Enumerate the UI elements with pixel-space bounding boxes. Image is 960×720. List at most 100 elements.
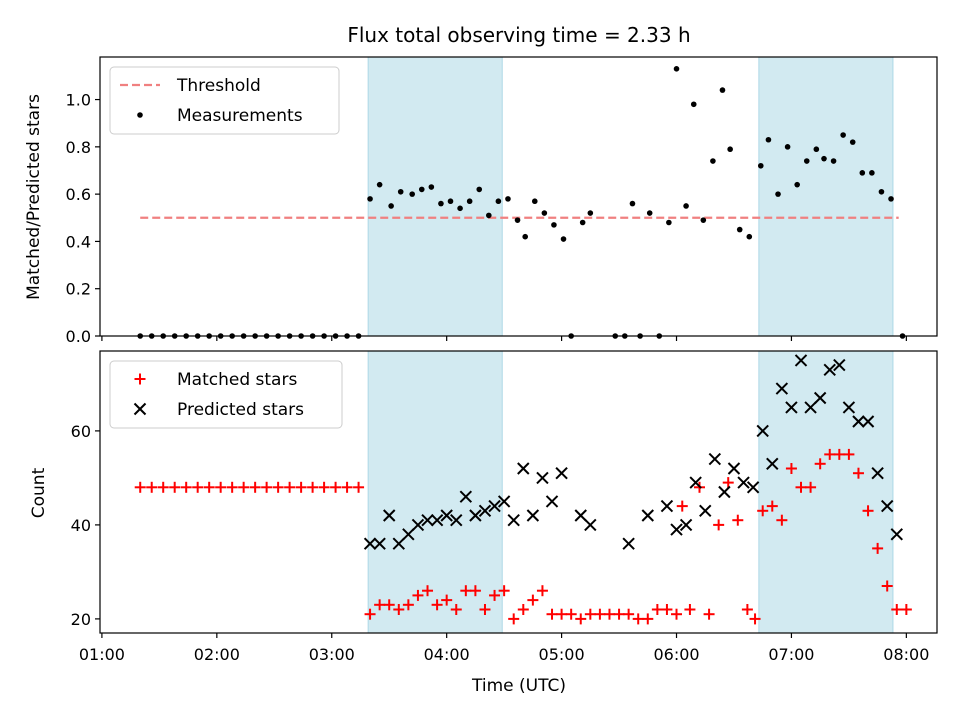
predicted-star-point	[708, 452, 722, 466]
legend-label: Predicted stars	[177, 400, 304, 420]
measurement-point	[888, 196, 894, 202]
predicted-star-point	[507, 513, 520, 527]
matched-star-point	[565, 608, 577, 620]
measurement-point	[666, 219, 672, 226]
matched-star-point	[341, 481, 353, 493]
measurement-point	[784, 144, 791, 150]
measurement-point	[727, 146, 733, 153]
highlight-span-1	[368, 351, 503, 633]
matched-star-point	[402, 599, 414, 611]
matched-star-point	[785, 463, 797, 474]
predicted-star-point	[842, 401, 856, 414]
matched-star-point	[556, 608, 568, 620]
predicted-star-point	[584, 518, 597, 532]
x-tick-label: 07:00	[768, 645, 814, 664]
matched-star-point	[632, 613, 644, 625]
measurement-point	[629, 200, 636, 207]
y-tick-label: 0.8	[66, 138, 91, 157]
matched-star-point	[814, 458, 826, 470]
measurement-point	[690, 101, 697, 108]
predicted-star-point	[823, 363, 836, 377]
measurement-point	[376, 181, 383, 188]
matched-star-point	[584, 608, 596, 620]
matched-star-point	[642, 613, 654, 625]
predicted-star-point	[871, 466, 884, 480]
predicted-star-point	[756, 424, 769, 438]
legend-matched-key	[134, 373, 146, 385]
y-tick-label: 0.6	[66, 185, 91, 204]
measurement-point	[367, 196, 373, 202]
predicted-star-point	[737, 476, 750, 489]
measurement-point	[775, 191, 781, 197]
matched-star-point	[441, 594, 453, 606]
predicted-star-point	[526, 509, 540, 522]
measurement-point	[397, 188, 404, 195]
matched-star-point	[776, 514, 788, 526]
matched-star-point	[383, 599, 395, 611]
matched-star-point	[603, 608, 615, 620]
predicted-star-point	[622, 537, 635, 550]
measurement-point	[418, 186, 425, 193]
measurement-point	[813, 146, 820, 153]
predicted-star-point	[727, 462, 741, 475]
measurement-point	[840, 132, 846, 138]
predicted-star-point	[775, 382, 789, 395]
matched-star-point	[364, 608, 376, 620]
measurement-point	[551, 222, 557, 228]
measurement-point	[438, 200, 444, 207]
predicted-star-point	[450, 513, 463, 527]
matched-star-point	[215, 481, 227, 493]
measurement-point	[673, 66, 680, 72]
measurement-point	[803, 158, 810, 164]
y-tick-label: 40	[71, 516, 91, 535]
matched-star-point	[862, 505, 874, 517]
legend: Matched stars Predicted stars	[109, 360, 343, 429]
matched-star-point	[284, 481, 296, 493]
matched-star-point	[450, 604, 462, 615]
predicted-star-point	[363, 537, 377, 550]
matched-star-point	[249, 481, 261, 493]
predicted-star-point	[689, 476, 702, 489]
matched-star-point	[508, 613, 520, 625]
matched-star-point	[157, 481, 169, 493]
matched-star-point	[318, 481, 330, 493]
measurement-point	[579, 219, 586, 226]
matched-star-point	[307, 481, 319, 493]
measurement-point	[710, 158, 716, 164]
matched-star-point	[192, 481, 204, 493]
predicted-star-point	[497, 495, 511, 508]
x-tick-label: 03:00	[309, 645, 355, 664]
matched-star-point	[261, 481, 273, 493]
y-axis-label-top: Matched/Predicted stars	[24, 94, 44, 300]
predicted-star-point	[459, 490, 473, 503]
predicted-star-point	[421, 513, 434, 527]
legend-label: Matched stars	[177, 370, 297, 390]
measurement-point	[794, 181, 800, 188]
matched-star-point	[805, 481, 817, 493]
predicted-star-point	[890, 528, 903, 541]
matched-star-point	[422, 585, 434, 597]
matched-star-point	[795, 481, 807, 493]
x-axis-label: Time (UTC)	[471, 676, 566, 696]
measurement-point	[476, 186, 483, 193]
y-tick-label: 0.0	[66, 327, 91, 346]
y-axis-label-bottom: Count	[29, 467, 49, 518]
matched-star-point	[661, 604, 673, 615]
matched-star-point	[330, 481, 342, 493]
measurement-point	[736, 226, 743, 233]
predicted-star-point	[488, 499, 501, 513]
predicted-star-point	[536, 471, 549, 485]
predicted-star-point	[383, 509, 396, 522]
measurement-point	[514, 217, 521, 223]
measurement-point	[388, 203, 394, 209]
measurement-point	[765, 136, 772, 143]
predicted-star-point	[469, 509, 482, 522]
matched-star-point	[146, 481, 158, 493]
matched-star-point	[393, 604, 405, 615]
legend-measurement-key	[137, 112, 143, 118]
y-tick-label: 60	[71, 422, 91, 441]
predicted-star-point	[430, 513, 444, 527]
plot-frame	[99, 56, 938, 337]
predicted-star-point	[574, 509, 587, 522]
matched-star-point	[671, 608, 683, 620]
